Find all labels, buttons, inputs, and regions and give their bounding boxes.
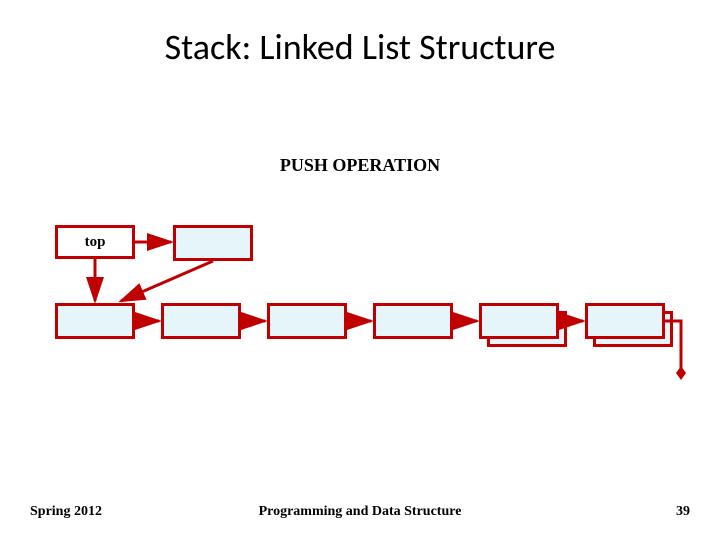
footer-course: Programming and Data Structure [0, 504, 720, 520]
arrows-layer [55, 225, 665, 395]
stack-diagram: top [55, 225, 665, 395]
arrow-new-to-chain [121, 261, 213, 301]
operation-label: PUSH OPERATION [0, 155, 720, 176]
page-title: Stack: Linked List Structure [0, 25, 720, 69]
footer-page-number: 39 [676, 504, 690, 520]
arrow-null [665, 321, 681, 371]
null-diamond [676, 366, 686, 380]
